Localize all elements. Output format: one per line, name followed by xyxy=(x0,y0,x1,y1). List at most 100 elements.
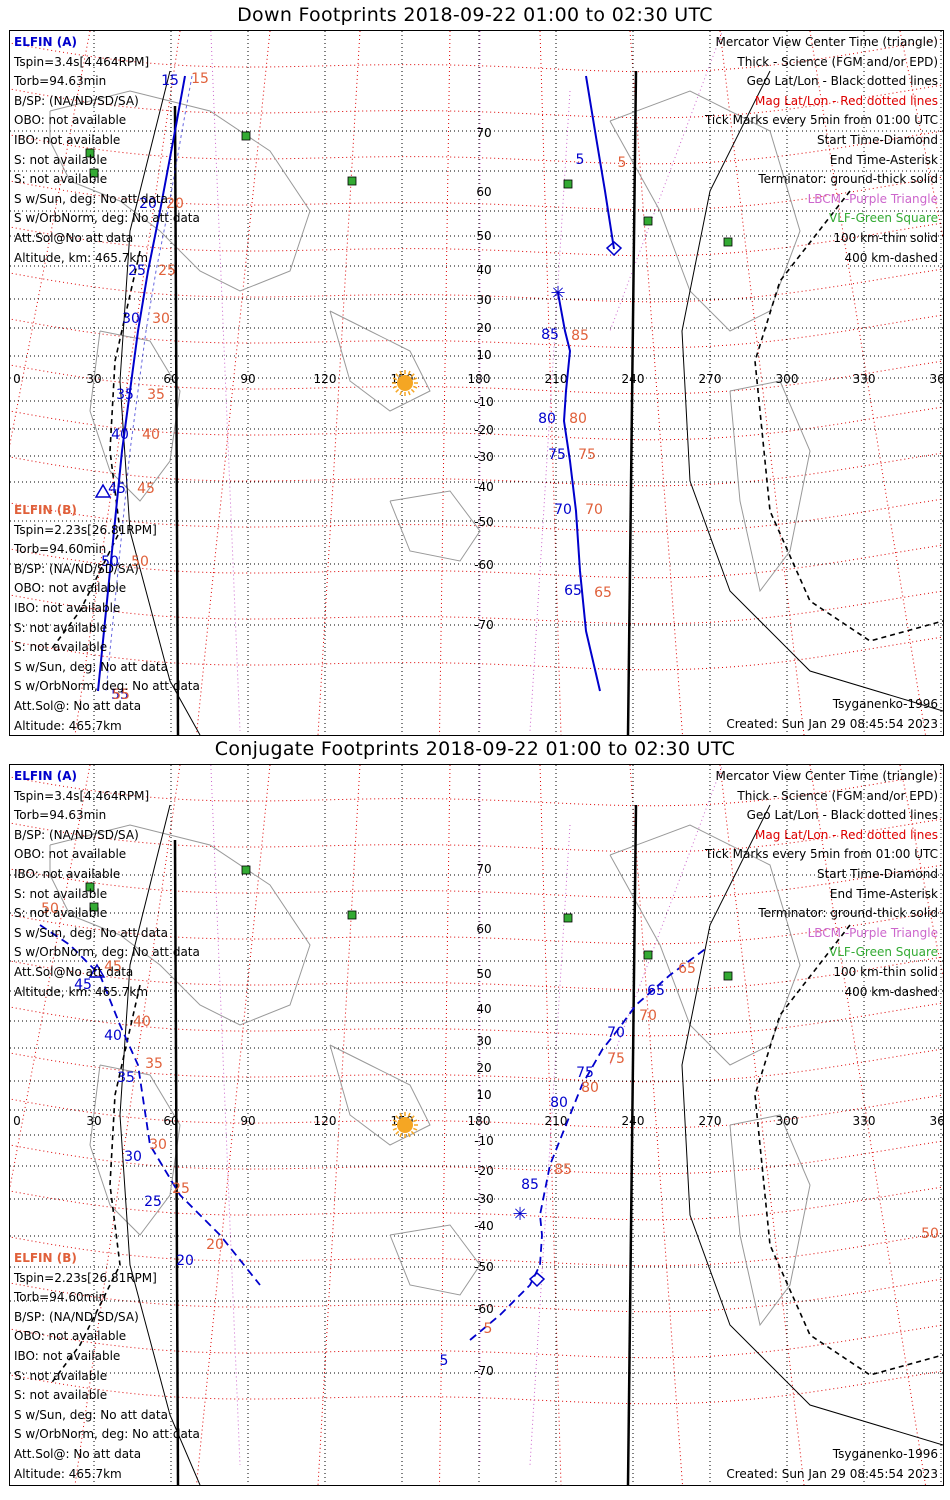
sun-ray xyxy=(395,388,400,393)
lat-label: 40 xyxy=(476,1002,491,1016)
info-line: S: not available xyxy=(14,1388,108,1403)
start-time-diamond xyxy=(528,1272,546,1288)
sun-ray xyxy=(407,391,411,396)
info-line: S w/OrbNorm, deg: No att data xyxy=(14,1427,200,1442)
lbcm-line xyxy=(609,765,724,1066)
lat-label: -50 xyxy=(474,515,494,529)
mag-lon-line xyxy=(539,765,562,1485)
elfin-b-tick-label: 70 xyxy=(639,1008,657,1024)
info-line: S: not available xyxy=(14,152,108,167)
legend-line: Start Time-Diamond xyxy=(816,132,938,147)
info-line: S: not available xyxy=(14,620,108,635)
vlf-green-square xyxy=(723,237,733,247)
terminator-line xyxy=(173,839,180,1485)
elfin-a-tick-label: 40 xyxy=(104,1028,122,1044)
info-line: S w/Sun, deg: No att data xyxy=(14,191,168,206)
lat-label: 30 xyxy=(476,293,491,307)
info-line: B/SP: (NA/ND/SD/SA) xyxy=(14,561,139,576)
terminator-line xyxy=(173,105,180,735)
legend-line: Mag Lat/Lon - Red dotted lines xyxy=(754,827,938,842)
elfin-a-track xyxy=(469,946,709,1341)
info-line: IBO: not available xyxy=(14,132,121,147)
coastline xyxy=(329,310,431,412)
terminator-100km xyxy=(119,804,201,1485)
coastline xyxy=(389,490,481,562)
mag-lon-line xyxy=(719,765,805,1485)
lon-label: 180 xyxy=(468,372,491,386)
mag-lon-line xyxy=(809,31,926,735)
sun-ray xyxy=(392,377,397,381)
lat-label: 70 xyxy=(476,126,491,140)
info-line: S w/Sun, deg: No att data xyxy=(14,659,168,674)
created-time: Created: Sun Jan 29 08:45:54 2023 xyxy=(726,1466,938,1481)
lon-label: 120 xyxy=(314,1114,337,1128)
end-time-asterisk: ✳ xyxy=(512,1204,527,1225)
elfin-b-tick-label: 45 xyxy=(137,481,155,497)
info-line: S: not available xyxy=(14,906,108,921)
elfin-a-tick-label: 85 xyxy=(541,327,559,343)
lon-label: 360 xyxy=(930,372,943,386)
legend-line: Thick - Science (FGM and/or EPD) xyxy=(737,54,938,69)
info-line: OBO: not available xyxy=(14,1329,127,1344)
info-line: Tspin=3.4s[4.464RPM] xyxy=(14,788,150,803)
legend: Mercator View Center Time (triangle) Thi… xyxy=(705,767,938,1002)
lbcm-line xyxy=(529,90,571,732)
info-line: B/SP: (NA/ND/SD/SA) xyxy=(14,1309,139,1324)
elfin-b-tick-label: 30 xyxy=(152,311,170,327)
elfin-b-tick-label: 65 xyxy=(594,585,612,601)
sun-ray xyxy=(410,373,415,378)
legend-line: End Time-Asterisk xyxy=(829,152,938,167)
elfin-b-tick-label: 50 xyxy=(921,1226,939,1242)
lon-label: 30 xyxy=(86,1114,101,1128)
info-line: Altitude: 465.7km xyxy=(14,1466,122,1481)
elfin-a-tick-label: 40 xyxy=(111,427,129,443)
info-line: S: not available xyxy=(14,886,108,901)
elfin-a-tick-label: 20 xyxy=(139,196,157,212)
coastline xyxy=(389,1224,481,1296)
sun-ray xyxy=(399,391,403,396)
elfin-a-track xyxy=(557,292,601,692)
lon-label: 300 xyxy=(776,1114,799,1128)
lat-label: -70 xyxy=(474,618,494,632)
mag-lon-line xyxy=(317,31,361,735)
legend-line: Tick Marks every 5min from 01:00 UTC xyxy=(704,113,938,128)
vlf-green-square xyxy=(563,913,573,923)
coastline xyxy=(49,824,311,1026)
lon-label: 60 xyxy=(163,372,178,386)
sun-ray xyxy=(395,1115,400,1120)
elfin-a-tick-label: 70 xyxy=(607,1025,625,1041)
lat-label: -40 xyxy=(474,480,494,494)
lat-label: -70 xyxy=(474,1364,494,1378)
vlf-green-square xyxy=(89,902,99,912)
info-line: Tspin=2.23s[26.81RPM] xyxy=(14,522,157,537)
elfin-a-header: ELFIN (A) xyxy=(14,769,77,783)
legend-line: Mercator View Center Time (triangle) xyxy=(715,769,938,783)
elfin-b-tick-label: 55 xyxy=(112,687,130,703)
info-line: Tspin=3.4s[4.464RPM] xyxy=(14,54,150,69)
lat-label: 50 xyxy=(476,967,491,981)
footer: Tsyganenko-1996 Created: Sun Jan 29 08:4… xyxy=(726,1445,938,1484)
info-line: B/SP: (NA/ND/SD/SA) xyxy=(14,827,139,842)
elfin-a-header: ELFIN (A) xyxy=(14,35,77,49)
sun-ray xyxy=(410,388,415,393)
info-line: Att.Sol@No att data xyxy=(14,964,134,979)
elfin-a-tick-label: 35 xyxy=(117,1070,135,1086)
info-line: Att.Sol@No att data xyxy=(14,230,134,245)
mag-lon-line xyxy=(439,31,451,735)
info-line: OBO: not available xyxy=(14,581,127,596)
elfin-a-tick-label: 85 xyxy=(521,1177,539,1193)
lat-label: -50 xyxy=(474,1260,494,1274)
sun-ray xyxy=(392,1127,397,1131)
down-title: Down Footprints 2018-09-22 01:00 to 02:3… xyxy=(237,4,713,26)
down-footprints-panel: 0306090120150180210240270300330360706050… xyxy=(9,30,944,736)
center-time-triangle xyxy=(94,483,112,498)
elfin-a-tick-label: 80 xyxy=(538,411,556,427)
info-line: OBO: not available xyxy=(14,113,127,128)
legend: Mercator View Center Time (triangle) Thi… xyxy=(705,33,938,268)
mag-lon-line xyxy=(439,765,451,1485)
conjugate-footprints-panel: 0306090120150180210240270300330360706050… xyxy=(9,764,944,1486)
legend-line: 400 km-dashed xyxy=(844,984,938,999)
terminator-100km xyxy=(681,70,943,712)
elfin-b-tick-label: 80 xyxy=(569,411,587,427)
elfin-a-info: ELFIN (A) Tspin=3.4s[4.464RPM] Torb=94.6… xyxy=(14,33,200,268)
